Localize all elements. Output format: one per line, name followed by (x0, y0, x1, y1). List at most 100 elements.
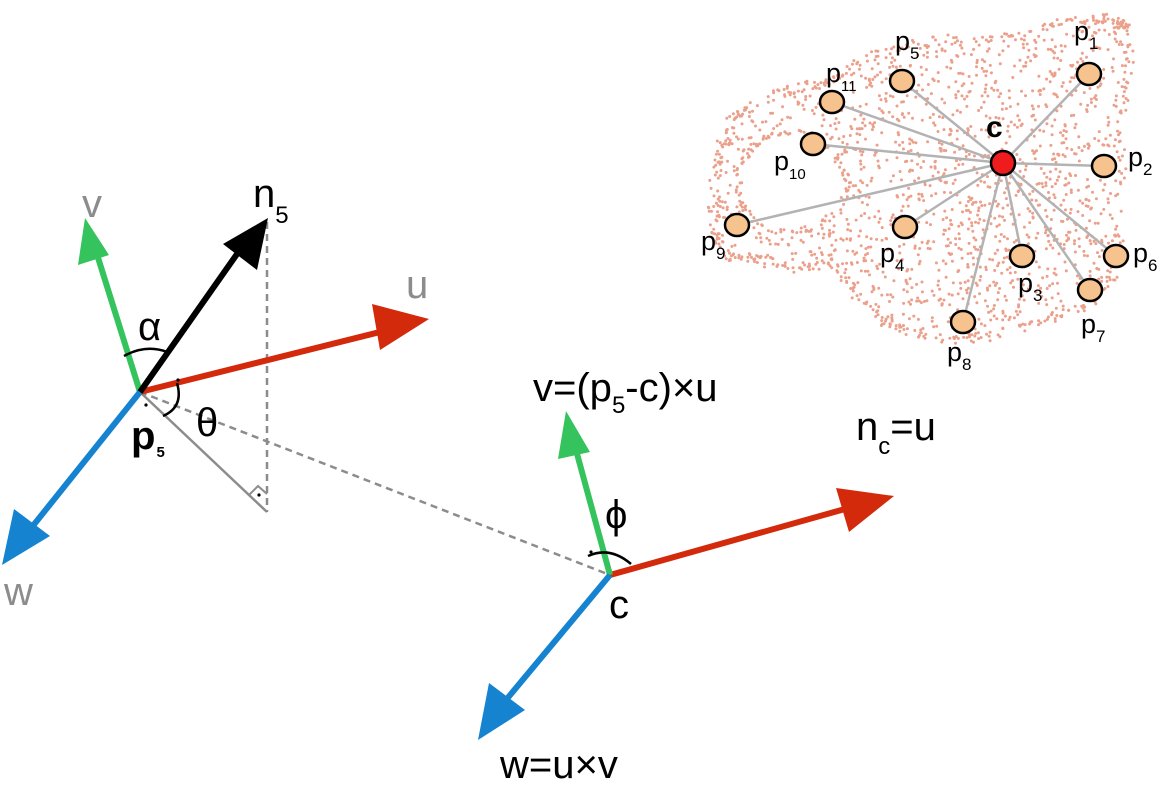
cloud-point (1027, 235, 1031, 239)
cloud-point (997, 261, 1001, 265)
cloud-point (1114, 227, 1118, 231)
cloud-point (1045, 317, 1049, 321)
cloud-point (1113, 138, 1117, 142)
cloud-point (754, 124, 757, 128)
cloud-point (791, 257, 795, 261)
cloud-point (938, 287, 942, 291)
cloud-point (1054, 306, 1058, 310)
cloud-point (1035, 149, 1038, 153)
cloud-point (943, 228, 947, 232)
cloud-point (1001, 102, 1005, 105)
cloud-point (884, 99, 888, 103)
cloud-point (720, 200, 724, 204)
cloud-point (935, 50, 938, 54)
cloud-point (992, 125, 996, 129)
cloud-point (1016, 313, 1020, 317)
cloud-point (1124, 97, 1128, 100)
connector-line (1002, 161, 1105, 168)
cloud-point (820, 253, 824, 257)
cloud-point (840, 74, 844, 78)
cloud-point (960, 94, 964, 98)
cloud-point (1103, 28, 1107, 32)
cloud-point (1068, 80, 1072, 84)
neighbor-point-marker (799, 131, 827, 157)
cloud-point (898, 64, 902, 68)
cloud-point (1014, 309, 1018, 313)
cloud-point (870, 50, 874, 54)
cloud-point (763, 262, 767, 266)
cloud-point (959, 248, 963, 251)
cloud-point (750, 255, 753, 259)
cloud-point (918, 46, 922, 50)
cloud-point (1119, 40, 1123, 44)
cloud-point (1100, 238, 1104, 242)
cloud-point (1114, 179, 1118, 183)
cloud-point (976, 331, 980, 335)
cloud-point (1050, 133, 1054, 137)
cloud-point (987, 47, 991, 51)
cloud-point (1049, 218, 1053, 221)
cloud-point (1047, 196, 1051, 200)
cloud-point (888, 65, 892, 69)
cloud-point (1055, 109, 1059, 113)
cloud-point (937, 298, 941, 302)
cloud-point (938, 333, 942, 337)
cloud-point (1067, 181, 1071, 185)
cloud-point (943, 101, 947, 105)
cloud-point (747, 147, 751, 151)
cloud-point (886, 315, 890, 319)
cloud-point (1123, 148, 1126, 152)
cloud-point (1056, 281, 1059, 285)
cloud-point (821, 113, 825, 117)
cloud-point (1107, 241, 1110, 245)
cloud-point (906, 268, 910, 271)
cloud-point (1006, 44, 1010, 48)
cloud-point (1106, 201, 1110, 205)
cloud-point (989, 318, 993, 322)
cloud-point (867, 216, 871, 220)
cloud-point (992, 304, 996, 307)
cloud-point (788, 116, 792, 120)
cloud-point (902, 242, 906, 246)
cloud-point (870, 67, 874, 71)
cloud-point (766, 100, 770, 104)
cloud-point (849, 181, 852, 184)
cloud-point (974, 247, 978, 251)
cloud-point (930, 289, 934, 293)
cloud-point (866, 269, 870, 273)
cloud-point (1039, 290, 1043, 294)
cloud-point (1050, 72, 1054, 76)
cloud-point (1080, 304, 1084, 308)
cloud-point (996, 298, 1000, 302)
cloud-point (749, 212, 753, 216)
cloud-point (873, 153, 877, 157)
cloud-point (967, 195, 971, 199)
cloud-point (962, 52, 966, 56)
cloud-point (904, 333, 908, 336)
cloud-point (891, 64, 895, 68)
cloud-point (732, 131, 736, 135)
cloud-point (964, 204, 968, 208)
cloud-point (1005, 255, 1009, 259)
cloud-point (963, 280, 967, 284)
cloud-point (853, 117, 857, 121)
neighbor-point-marker (1102, 243, 1130, 269)
cloud-point (1036, 284, 1040, 288)
cloud-point (748, 110, 752, 114)
cloud-point (929, 92, 933, 96)
cloud-point (724, 257, 728, 261)
cloud-point (959, 110, 962, 114)
cloud-point (737, 253, 741, 257)
cloud-point (1046, 315, 1050, 319)
cloud-point (723, 254, 726, 258)
cloud-point (759, 240, 763, 244)
cloud-point (732, 169, 736, 173)
cloud-point (713, 173, 717, 177)
cloud-point (884, 317, 888, 321)
cloud-point (1086, 142, 1090, 146)
cloud-point (1104, 137, 1108, 141)
cloud-point (986, 185, 990, 189)
cloud-point (820, 259, 824, 263)
cloud-point (1097, 277, 1101, 281)
cloud-point (898, 251, 902, 255)
